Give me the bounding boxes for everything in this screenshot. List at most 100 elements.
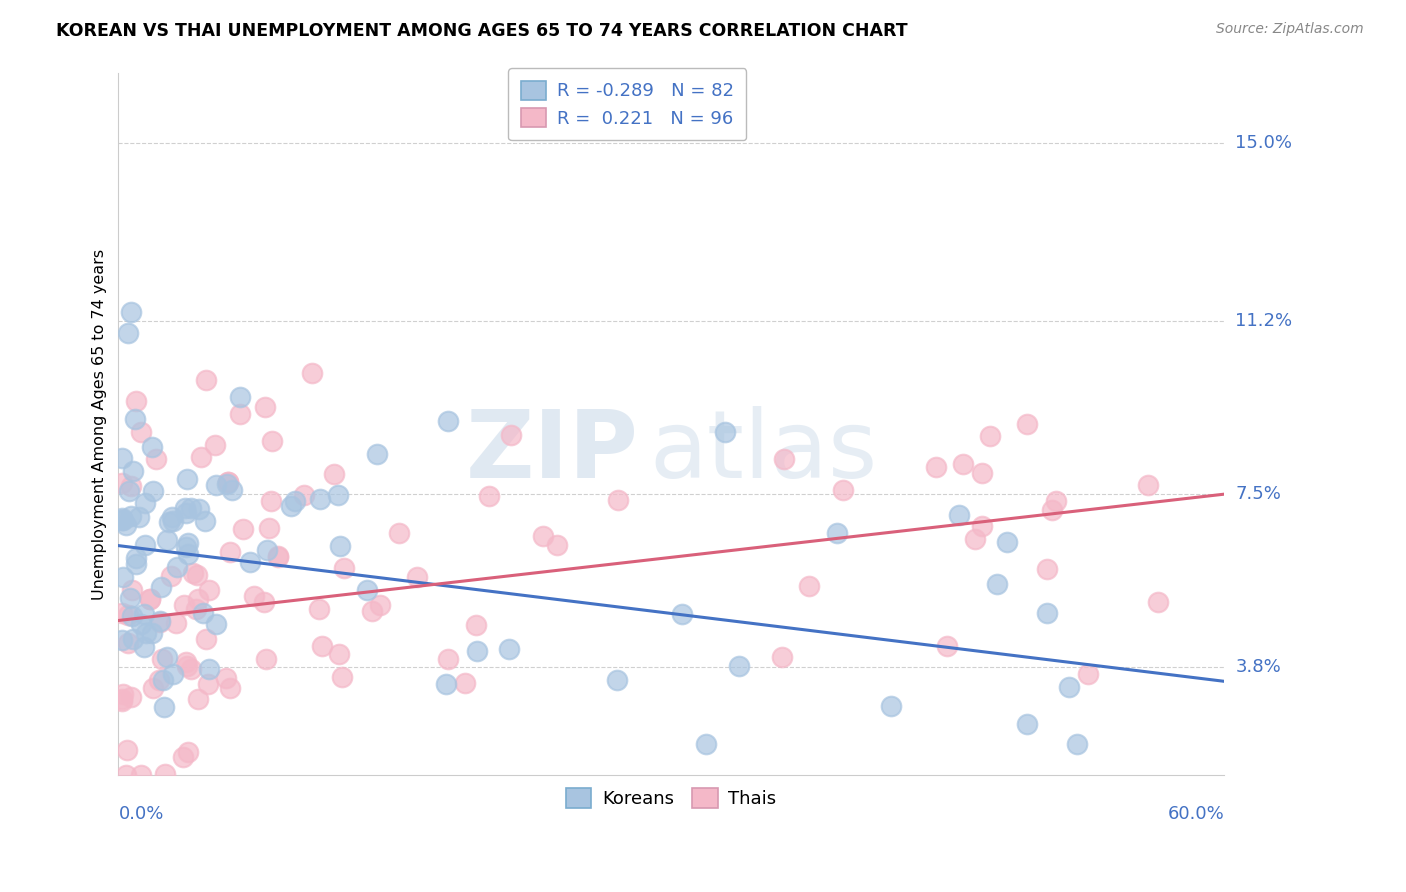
Point	[111, 510, 134, 524]
Point	[111, 451, 134, 466]
Point	[111, 475, 134, 490]
Legend: Koreans, Thais: Koreans, Thais	[560, 780, 783, 815]
Point	[120, 508, 142, 523]
Point	[260, 434, 283, 449]
Point	[204, 438, 226, 452]
Point	[219, 681, 242, 696]
Point	[405, 570, 427, 584]
Point	[267, 550, 290, 565]
Text: 60.0%: 60.0%	[1167, 805, 1225, 823]
Point	[187, 692, 209, 706]
Point	[1146, 594, 1168, 608]
Point	[308, 602, 330, 616]
Point	[187, 502, 209, 516]
Point	[880, 698, 903, 713]
Point	[217, 476, 239, 491]
Point	[1057, 680, 1080, 694]
Point	[166, 560, 188, 574]
Point	[150, 651, 173, 665]
Point	[173, 599, 195, 613]
Point	[986, 577, 1008, 591]
Point	[198, 582, 221, 597]
Point	[465, 643, 488, 657]
Point	[970, 519, 993, 533]
Point	[936, 639, 959, 653]
Point	[254, 652, 277, 666]
Point	[118, 483, 141, 498]
Point	[117, 636, 139, 650]
Point	[162, 666, 184, 681]
Point	[301, 367, 323, 381]
Point	[1017, 417, 1039, 431]
Point	[134, 538, 156, 552]
Point	[195, 373, 218, 387]
Point	[152, 673, 174, 688]
Point	[111, 694, 134, 708]
Point	[368, 598, 391, 612]
Point	[121, 583, 143, 598]
Point	[180, 500, 202, 515]
Point	[176, 658, 198, 673]
Point	[186, 567, 208, 582]
Point	[112, 687, 135, 701]
Point	[134, 496, 156, 510]
Y-axis label: Unemployment Among Ages 65 to 74 years: Unemployment Among Ages 65 to 74 years	[93, 248, 107, 599]
Point	[713, 425, 735, 439]
Point	[156, 533, 179, 547]
Point	[194, 632, 217, 646]
Point	[111, 513, 134, 527]
Point	[121, 608, 143, 623]
Point	[309, 491, 332, 506]
Point	[229, 407, 252, 421]
Point	[142, 483, 165, 498]
Point	[193, 607, 215, 621]
Point	[925, 460, 948, 475]
Point	[253, 595, 276, 609]
Point	[120, 304, 142, 318]
Point	[239, 555, 262, 569]
Point	[122, 464, 145, 478]
Point	[797, 579, 820, 593]
Point	[437, 414, 460, 428]
Point	[125, 557, 148, 571]
Point	[326, 488, 349, 502]
Point	[176, 472, 198, 486]
Point	[141, 440, 163, 454]
Point	[121, 479, 143, 493]
Point	[229, 391, 252, 405]
Point	[215, 671, 238, 685]
Point	[218, 475, 240, 489]
Point	[117, 326, 139, 340]
Text: 7.5%: 7.5%	[1236, 485, 1281, 503]
Text: KOREAN VS THAI UNEMPLOYMENT AMONG AGES 65 TO 74 YEARS CORRELATION CHART: KOREAN VS THAI UNEMPLOYMENT AMONG AGES 6…	[56, 22, 908, 40]
Point	[1077, 667, 1099, 681]
Text: ZIP: ZIP	[465, 406, 638, 498]
Point	[177, 547, 200, 561]
Point	[160, 509, 183, 524]
Text: 0.0%: 0.0%	[118, 805, 165, 823]
Point	[832, 483, 855, 498]
Point	[129, 768, 152, 782]
Point	[770, 650, 793, 665]
Point	[138, 592, 160, 607]
Point	[128, 510, 150, 524]
Point	[979, 429, 1001, 443]
Point	[124, 550, 146, 565]
Point	[132, 640, 155, 654]
Point	[366, 447, 388, 461]
Point	[329, 539, 352, 553]
Point	[217, 475, 239, 489]
Point	[388, 526, 411, 541]
Point	[112, 570, 135, 584]
Point	[1066, 737, 1088, 751]
Point	[122, 632, 145, 647]
Point	[330, 670, 353, 684]
Point	[135, 625, 157, 640]
Point	[205, 478, 228, 492]
Point	[995, 534, 1018, 549]
Point	[111, 632, 134, 647]
Text: Source: ZipAtlas.com: Source: ZipAtlas.com	[1216, 22, 1364, 37]
Point	[1045, 493, 1067, 508]
Point	[198, 662, 221, 676]
Point	[970, 467, 993, 481]
